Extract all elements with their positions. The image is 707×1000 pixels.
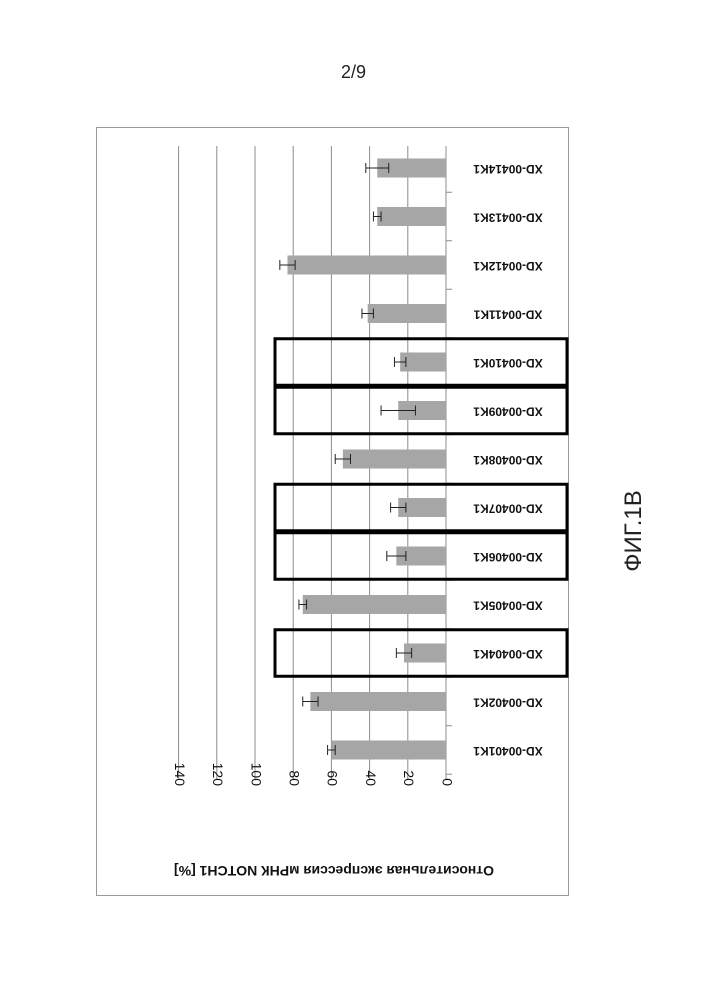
- category-label-XD-00402K1: XD-00402K1: [473, 695, 543, 709]
- category-label-XD-00406K1: XD-00406K1: [473, 550, 543, 564]
- tick-label-40: 40: [363, 770, 379, 786]
- bar-XD-00410K1: [400, 353, 446, 372]
- category-label-XD-00401K1: XD-00401K1: [473, 744, 543, 758]
- bar-XD-00408K1: [343, 450, 446, 469]
- tick-label-60: 60: [325, 770, 341, 786]
- category-label-XD-00407K1: XD-00407K1: [473, 501, 543, 515]
- bar-XD-00401K1: [331, 741, 446, 760]
- category-labels: XD-00401K1 XD-00402K1 XD-00404K1 XD-00405K1…: [473, 162, 543, 758]
- tick-label-20: 20: [401, 770, 417, 786]
- category-label-XD-00404K1: XD-00404K1: [473, 647, 543, 661]
- bar-XD-00411K1: [368, 304, 446, 323]
- bar-chart: 020406080100120140 XD-00401K1XD-00402K1X…: [97, 128, 570, 897]
- tick-label-140: 140: [172, 763, 188, 787]
- bars: [287, 159, 446, 760]
- tick-label-100: 100: [248, 763, 264, 787]
- value-axis-title: Относительная экспрессия мРНК NOTCH1 [%]: [174, 863, 494, 879]
- category-label-XD-00410K1: XD-00410K1: [473, 356, 543, 370]
- category-label-XD-00411K1: XD-00411K1: [473, 307, 542, 321]
- page-number: 2/9: [0, 62, 707, 83]
- bar-XD-00405K1: [303, 595, 446, 614]
- value-tick-labels: 0 20 40 60 80 100 120 140: [172, 763, 455, 787]
- figure-label: ФИГ.1В: [620, 490, 648, 572]
- chart-frame: 020406080100120140 XD-00401K1XD-00402K1X…: [96, 127, 569, 896]
- tick-label-80: 80: [286, 770, 302, 786]
- axis-title-group: Относительная экспрессия мРНК NOTCH1 [%]: [174, 863, 494, 879]
- tick-label-120: 120: [210, 763, 226, 787]
- category-label-XD-00409K1: XD-00409K1: [473, 404, 543, 418]
- tick-label-0: 0: [439, 778, 455, 786]
- bar-XD-00413K1: [377, 207, 446, 226]
- category-label-XD-00413K1: XD-00413K1: [473, 210, 543, 224]
- category-label-XD-00408K1: XD-00408K1: [473, 453, 543, 467]
- bar-XD-00412K1: [287, 256, 446, 275]
- category-label-XD-00412K1: XD-00412K1: [473, 259, 543, 273]
- category-label-XD-00405K1: XD-00405K1: [473, 598, 543, 612]
- category-label-XD-00414K1: XD-00414K1: [473, 162, 543, 176]
- bar-XD-00402K1: [310, 692, 446, 711]
- value-axis: [446, 146, 452, 780]
